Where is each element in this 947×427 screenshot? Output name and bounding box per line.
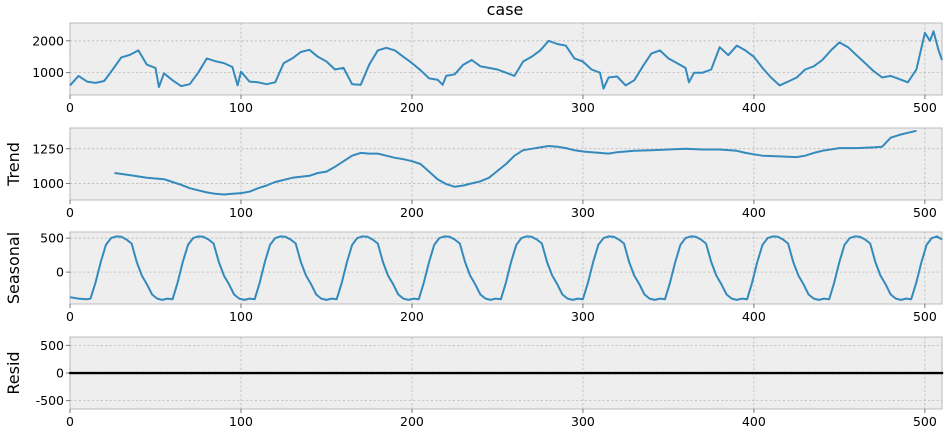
resid-x-tick-label: 100: [229, 414, 253, 427]
resid-residual-point: [879, 371, 882, 375]
resid-y-tick-label: 0: [56, 366, 64, 381]
resid-residual-point: [477, 371, 480, 375]
resid-residual-point: [617, 371, 621, 375]
resid-residual-point: [862, 371, 865, 375]
resid-residual-point: [460, 371, 463, 375]
resid-residual-point: [338, 371, 342, 375]
case-y-tick-label: 1000: [32, 65, 64, 80]
resid-residual-point: [215, 371, 219, 375]
resid-residual-point: [564, 371, 568, 375]
resid-residual-point: [407, 371, 410, 375]
chart-title: case: [487, 0, 524, 19]
case-x-tick-label: 300: [571, 100, 595, 115]
trend-y-tick-label: 1250: [32, 141, 64, 156]
resid-residual-point: [600, 371, 603, 375]
case-x-tick-label: 0: [66, 100, 74, 115]
resid-residual-point: [355, 371, 359, 375]
resid-x-tick-label: 200: [400, 414, 424, 427]
case-plot-area: [69, 22, 943, 96]
resid-residual-point: [302, 371, 306, 375]
resid-y-tick-label: 500: [40, 338, 64, 353]
resid-residual-point: [128, 371, 132, 375]
resid-residual-point: [634, 371, 638, 375]
resid-residual-point: [843, 371, 846, 375]
seasonal-y-tick-label: 500: [40, 231, 64, 246]
resid-residual-point: [268, 371, 272, 375]
resid-residual-point: [940, 371, 944, 375]
resid-residual-point: [791, 371, 795, 375]
resid-residual-point: [547, 371, 550, 375]
resid-residual-point: [251, 371, 255, 375]
resid-residual-point: [896, 371, 899, 375]
seasonal-series-line: [69, 235, 943, 301]
resid-x-tick-label: 500: [913, 414, 937, 427]
trend-x-tick-label: 300: [571, 205, 595, 220]
resid-residual-point: [513, 371, 516, 375]
seasonal-x-tick-label: 100: [229, 309, 253, 324]
case-series-line: [69, 30, 943, 90]
resid-residual-point: [774, 371, 778, 375]
trend-series-line: [114, 129, 917, 196]
seasonal-x-tick-label: 500: [913, 309, 937, 324]
resid-residual-point: [826, 371, 829, 375]
seasonal-x-tick-label: 0: [66, 309, 74, 324]
resid-residual-point: [164, 371, 167, 375]
resid-residual-point: [738, 371, 742, 375]
resid-residual-point: [426, 371, 429, 375]
seasonal-y-axis-label: Seasonal: [4, 232, 23, 304]
resid-residual-point: [913, 371, 916, 375]
resid-residual-point: [181, 371, 185, 375]
resid-residual-point: [930, 371, 933, 375]
panel-seasonal: 0 100 200 300 400 500 0 500 Seasonal: [4, 231, 943, 324]
resid-residual-point: [581, 371, 585, 375]
trend-y-tick-label: 1000: [32, 176, 64, 191]
resid-residual-point: [704, 371, 708, 375]
resid-residual-point: [668, 371, 672, 375]
resid-residual-point: [443, 371, 446, 375]
panel-trend: 0 100 200 300 400 500 1000 1250 Trend: [4, 127, 943, 220]
resid-residual-point: [373, 371, 376, 375]
resid-residual-point: [145, 371, 149, 375]
resid-residual-point: [320, 371, 323, 375]
seasonal-x-tick-label: 200: [400, 309, 424, 324]
seasonal-y-tick-label: 0: [56, 265, 64, 280]
resid-y-axis-label: Resid: [4, 351, 23, 394]
case-x-tick-label: 500: [913, 100, 937, 115]
trend-x-tick-label: 0: [66, 205, 74, 220]
case-x-tick-label: 200: [400, 100, 424, 115]
resid-residual-point: [285, 371, 289, 375]
resid-residual-point: [77, 371, 80, 375]
resid-x-tick-label: 400: [742, 414, 766, 427]
case-x-tick-label: 400: [742, 100, 766, 115]
case-x-tick-label: 100: [229, 100, 253, 115]
panel-case: 0 100 200 300 400 500 1000 2000: [32, 22, 943, 115]
seasonal-x-tick-label: 300: [571, 309, 595, 324]
trend-y-axis-label: Trend: [4, 142, 23, 187]
seasonal-x-tick-label: 400: [742, 309, 766, 324]
resid-residual-point: [390, 371, 393, 375]
seasonal-plot-area: [69, 231, 943, 305]
resid-residual-point: [809, 371, 812, 375]
resid-residual-point: [94, 371, 97, 375]
resid-residual-point: [687, 371, 691, 375]
trend-x-tick-label: 200: [400, 205, 424, 220]
resid-residual-point: [530, 371, 533, 375]
resid-x-tick-label: 0: [66, 414, 74, 427]
trend-x-tick-label: 100: [229, 205, 253, 220]
resid-residual-point: [198, 371, 202, 375]
resid-residual-point: [756, 371, 759, 375]
trend-x-tick-label: 400: [742, 205, 766, 220]
resid-y-tick-label: -500: [36, 393, 64, 408]
resid-residual-point: [111, 371, 114, 375]
resid-residual-point: [494, 371, 498, 375]
resid-residual-point: [721, 371, 725, 375]
resid-residual-point: [232, 371, 236, 375]
resid-x-tick-label: 300: [571, 414, 595, 427]
resid-residual-point: [651, 371, 655, 375]
case-y-tick-label: 2000: [32, 33, 64, 48]
trend-x-tick-label: 500: [913, 205, 937, 220]
